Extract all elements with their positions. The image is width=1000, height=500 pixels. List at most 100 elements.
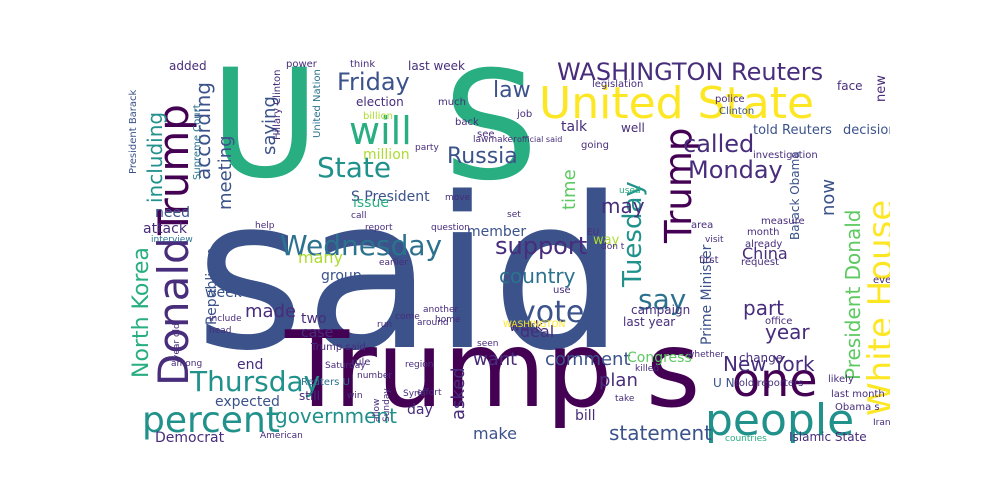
word-killed: killed [635,364,659,374]
word-office: office [765,316,793,327]
word-deal: deal [520,322,555,341]
word-syria: Syria [403,389,426,399]
word-even: even [873,275,890,286]
word-around: around [417,318,449,328]
word-don-t: don t [601,242,625,252]
word-monday: Monday [688,156,783,184]
word-united-state: United State [539,78,815,129]
word-new-york: New York [723,352,815,376]
word-comment: comment [545,349,631,370]
word-case: case [301,325,334,341]
word-legislation: legislation [592,79,644,90]
word-washington-reuters: WASHINGTON Reuters [557,60,824,86]
word-set: set [507,210,521,220]
word-support: support [495,232,588,260]
word-american: American [260,431,303,441]
word-told-reuters: told Reuters [753,123,832,138]
word-two: two [301,311,327,327]
word-end: end [237,357,264,373]
word-statement: statement [609,421,712,443]
word-s-president: S President [351,189,430,205]
word-area: area [691,220,714,231]
word-allow: allow [372,398,382,422]
word-made: made [245,301,297,322]
word-used: used [619,186,641,196]
word-state: State [317,151,392,184]
word-among: among [171,359,203,369]
word-year-right: year [765,320,810,344]
word-new: new [874,75,889,102]
word-come: come [395,312,420,322]
word-will: will [349,109,412,153]
word-eu: EU [587,228,600,238]
word-bill: bill [575,408,596,424]
word-face: face [837,79,863,93]
word-help: help [255,221,275,231]
word-make: make [473,424,517,443]
word-campaign: campaign [631,303,691,317]
word-expected: expected [215,394,280,410]
word-move: move [445,193,471,203]
word-now: now [818,178,839,216]
word-attack: attack [143,221,187,237]
word-may: may [601,194,645,218]
word-week: week [205,285,242,301]
word-countries: countries [725,434,767,444]
word-election: election [356,95,404,109]
word-party: party [415,143,439,153]
word-last-week-top: last week [408,60,465,73]
word-sunday: Sunday [382,388,392,422]
word-going: going [581,140,609,151]
word-use: use [553,285,571,296]
word-u: U [210,60,320,212]
word-supreme-court: Supreme Court [192,104,203,180]
word-well: well [621,121,645,135]
word-china: China [742,244,788,263]
word-member: member [467,224,527,240]
word-hillary-clinton: Hillary Clinton [272,69,283,140]
word-need: need [155,205,190,221]
word-reuters-u: Reuters U [301,377,350,388]
word-year-old: year old [172,323,182,360]
word-asked: asked [448,367,469,420]
word-still: still [299,389,320,403]
word-way: way [593,233,620,248]
word-plan: plan [599,370,638,391]
word-last-year: last year [623,315,676,329]
word-government: government [275,404,397,428]
word-think: think [350,60,376,70]
word-measure: measure [761,216,805,227]
word-question: question [431,223,470,233]
word-work: work [509,319,543,335]
word-meeting: meeting [215,135,236,210]
word-visit: visit [705,235,724,245]
word-u-n: U N [713,376,735,390]
word-head: head [209,326,232,336]
word-percent: percent [142,400,280,441]
word-one: one [732,353,818,407]
word-want: want [473,349,518,370]
word-power: power [286,60,317,70]
word-billion: billion [363,111,393,122]
word-much: much [438,97,466,108]
word-earlier: earlier [379,258,408,268]
word-home: home [435,315,461,325]
word-white-house: White House [861,199,890,416]
word-see: see [477,129,495,140]
word-region: region [405,360,434,370]
word-cloud: said Trump s U S United State will Trump… [125,60,890,443]
word-united-nation: United Nation [312,69,323,138]
word-rule: rule [351,357,371,368]
word-official-said: official said [517,135,563,144]
word-russia: Russia [447,144,518,169]
word-month: month [747,227,780,238]
word-iran: Iran [873,418,890,428]
word-police: police [715,94,745,105]
word-called: called [683,130,755,158]
word-include: include [209,314,242,324]
word-call: call [351,211,367,221]
word-s: S [443,60,539,214]
word-wednesday: Wednesday [280,229,443,262]
word-group: group [321,268,362,284]
word-law: law [493,78,531,103]
